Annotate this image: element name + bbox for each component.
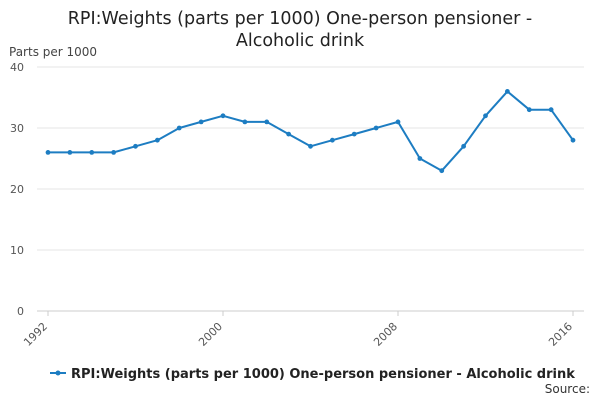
data-point-2001: [242, 119, 248, 125]
data-point-2015: [548, 107, 554, 113]
x-tick-label-2000: 2000: [196, 320, 225, 349]
y-axis-title: Parts per 1000: [9, 45, 97, 59]
data-point-2000: [220, 113, 226, 119]
data-point-2003: [286, 131, 292, 137]
x-tick-label-2016: 2016: [546, 320, 575, 349]
data-point-2007: [373, 125, 379, 131]
x-tick-label-2008: 2008: [371, 320, 400, 349]
x-tick-label-1992: 1992: [21, 320, 50, 349]
data-point-2009: [417, 156, 423, 161]
source-label: Source:: [545, 382, 590, 396]
y-tick-label-10: 10: [10, 244, 24, 257]
data-point-2011: [461, 143, 467, 149]
data-point-1999: [198, 119, 204, 125]
data-point-2002: [264, 119, 270, 125]
data-point-2006: [351, 131, 357, 137]
legend-marker: [55, 370, 61, 376]
chart-title-line-2: Alcoholic drink: [236, 31, 365, 51]
data-point-1994: [89, 150, 95, 155]
data-point-2004: [308, 143, 313, 149]
data-point-2013: [504, 89, 510, 94]
data-point-1993: [67, 150, 73, 155]
data-point-2016: [570, 137, 576, 143]
series-line-0: [48, 90, 574, 172]
data-point-1998: [176, 125, 182, 131]
y-tick-label-40: 40: [10, 61, 24, 74]
data-point-2012: [483, 113, 488, 119]
y-tick-label-30: 30: [10, 122, 24, 135]
data-point-2010: [439, 168, 445, 174]
data-point-2008: [395, 119, 401, 125]
legend-label[interactable]: RPI:Weights (parts per 1000) One-person …: [71, 367, 575, 382]
data-point-1995: [111, 150, 117, 155]
y-tick-label-0: 0: [17, 305, 24, 318]
chart-title-line-1: RPI:Weights (parts per 1000) One-person …: [68, 9, 532, 29]
data-point-1997: [154, 137, 160, 143]
data-point-2005: [329, 137, 335, 143]
y-tick-label-20: 20: [10, 183, 24, 196]
data-point-1996: [133, 143, 138, 149]
data-point-1992: [45, 150, 51, 155]
data-point-2014: [526, 107, 532, 113]
